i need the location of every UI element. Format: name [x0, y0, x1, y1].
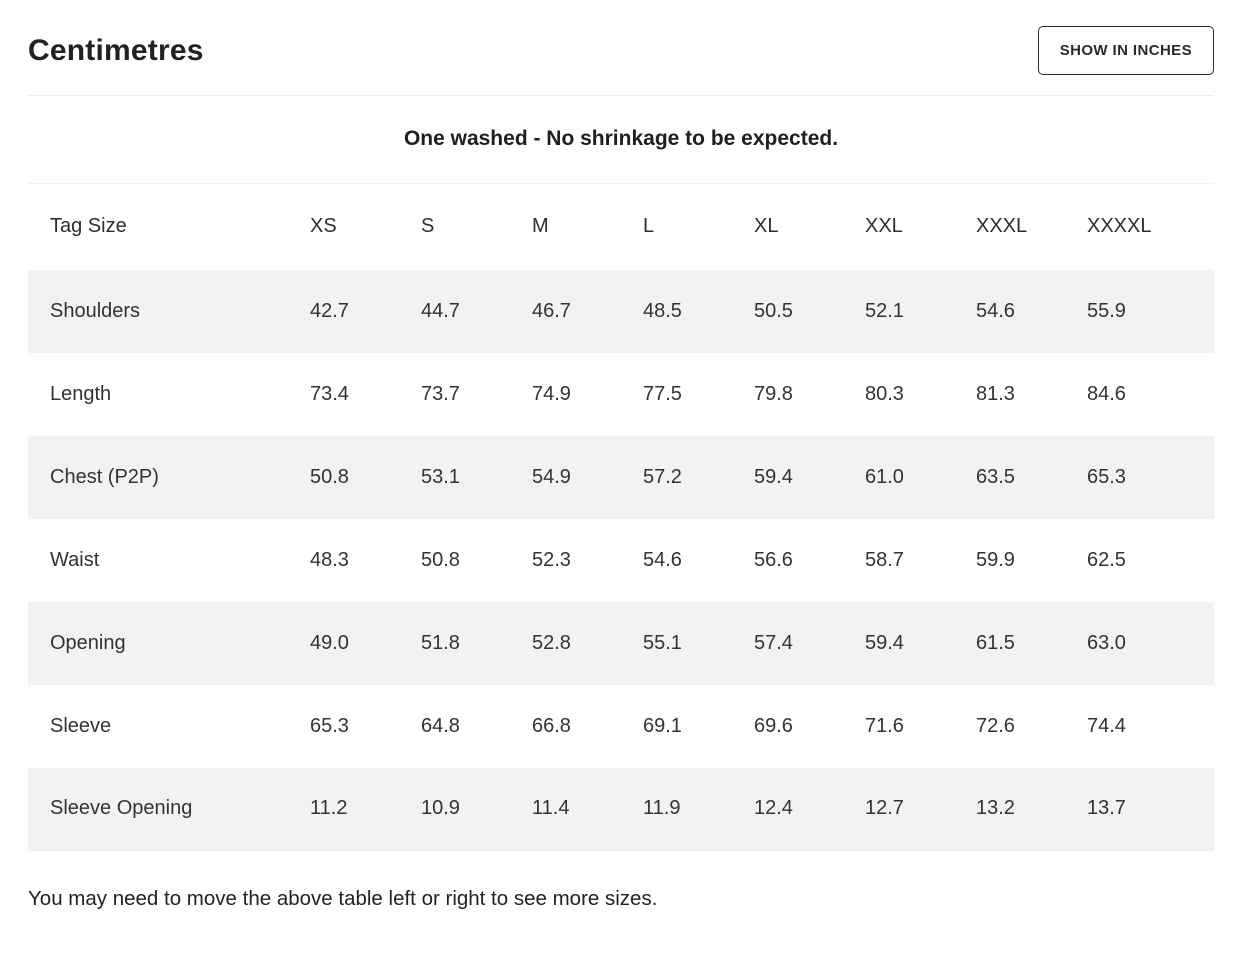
measurement-cell: 53.1 [421, 465, 460, 488]
table-row: Shoulders 42.7 44.7 46.7 48.5 50.5 52.1 54.6 55.… [28, 269, 1214, 353]
table-row: Sleeve 65.3 64.8 66.8 69.1 69.6 71.6 72.6 74.4 [28, 685, 1214, 768]
measurement-cell: 58.7 [865, 548, 904, 571]
measurement-cell: 11.9 [643, 797, 681, 820]
measurement-cell: 65.3 [310, 714, 349, 737]
measurement-cell: 50.8 [310, 465, 349, 488]
row-label: Waist [50, 548, 100, 571]
measurement-cell: 55.9 [1087, 299, 1126, 322]
header-cell-size-xxxxl: XXXXL [1087, 215, 1152, 238]
table-row: Length 73.4 73.7 74.9 77.5 79.8 80.3 81.3 84.6 [28, 353, 1214, 436]
measurement-cell: 64.8 [421, 714, 460, 737]
measurement-cell: 57.4 [754, 631, 793, 654]
measurement-cell: 74.9 [532, 382, 571, 405]
scroll-hint-text: You may need to move the above table lef… [28, 887, 658, 910]
header-cell-size-xs: XS [310, 215, 337, 238]
measurement-cell: 63.5 [976, 465, 1015, 488]
row-label: Shoulders [50, 299, 141, 322]
measurement-cell: 13.2 [976, 797, 1015, 820]
measurement-cell: 77.5 [643, 382, 682, 405]
measurement-cell: 59.4 [865, 631, 904, 654]
row-label: Length [50, 382, 112, 405]
measurement-cell: 57.2 [643, 465, 682, 488]
header-cell-tag-size: Tag Size [50, 215, 127, 238]
table-header-row: Tag Size XS S M L XL XXL XXXL XXXXL [28, 184, 1214, 270]
measurement-cell: 52.8 [532, 631, 571, 654]
measurement-cell: 61.5 [976, 631, 1015, 654]
measurement-cell: 71.6 [865, 714, 904, 737]
measurement-cell: 80.3 [865, 382, 904, 405]
measurement-cell: 72.6 [976, 714, 1015, 737]
measurement-cell: 48.5 [643, 299, 682, 322]
measurement-cell: 50.5 [754, 299, 793, 322]
measurement-cell: 74.4 [1087, 714, 1126, 737]
measurement-cell: 54.9 [532, 465, 571, 488]
measurement-cell: 11.4 [532, 797, 570, 820]
table-row: Chest (P2P) 50.8 53.1 54.9 57.2 59.4 61.0 63.5 6… [28, 435, 1214, 519]
header-cell-size-xl: XL [754, 215, 779, 238]
measurement-cell: 69.6 [754, 714, 793, 737]
table-row: Opening 49.0 51.8 52.8 55.1 57.4 59.4 61.5 63.0 [28, 601, 1214, 685]
measurement-cell: 59.9 [976, 548, 1015, 571]
header-cell-size-m: M [532, 215, 549, 238]
measurement-cell: 56.6 [754, 548, 793, 571]
measurement-cell: 63.0 [1087, 631, 1126, 654]
measurement-cell: 84.6 [1087, 382, 1126, 405]
measurement-cell: 73.4 [310, 382, 349, 405]
measurement-cell: 52.1 [865, 299, 904, 322]
row-label: Sleeve Opening [50, 797, 193, 820]
measurement-cell: 48.3 [310, 548, 349, 571]
table-scroll-container[interactable]: Tag Size XS S M L XL XXL XXXL XXXXL Shoulders 42.… [28, 183, 1214, 851]
table-row: Waist 48.3 50.8 52.3 54.6 56.6 58.7 59.9 62.5 [28, 519, 1214, 602]
measurement-cell: 49.0 [310, 631, 349, 654]
header-cell-size-l: L [643, 215, 655, 238]
measurement-cell: 12.7 [865, 797, 904, 820]
row-label: Opening [50, 631, 126, 654]
measurement-cell: 81.3 [976, 382, 1015, 405]
measurement-cell: 42.7 [310, 299, 349, 322]
measurement-cell: 44.7 [421, 299, 460, 322]
measurement-cell: 69.1 [643, 714, 682, 737]
measurement-cell: 46.7 [532, 299, 571, 322]
measurement-cell: 12.4 [754, 797, 793, 820]
size-guide-panel: Centimetres SHOW IN INCHES One washed - … [28, 0, 1214, 910]
measurement-cell: 52.3 [532, 548, 571, 571]
size-chart-table: Tag Size XS S M L XL XXL XXXL XXXXL Shoulders 42.… [28, 183, 1214, 851]
measurement-cell: 54.6 [976, 299, 1015, 322]
measurement-cell: 62.5 [1087, 548, 1126, 571]
measurement-cell: 11.2 [310, 797, 348, 820]
measurement-cell: 10.9 [421, 797, 460, 820]
measurement-cell: 54.6 [643, 548, 682, 571]
table-body: Shoulders 42.7 44.7 46.7 48.5 50.5 52.1 54.6 55.… [28, 269, 1214, 851]
table-row: Sleeve Opening 11.2 10.9 11.4 11.9 12.4 12.7 13… [28, 767, 1214, 851]
show-in-inches-button[interactable]: SHOW IN INCHES [1037, 26, 1214, 75]
measurement-cell: 59.4 [754, 465, 793, 488]
header-cell-size-xxxl: XXXL [976, 215, 1028, 238]
page-title: Centimetres [28, 33, 204, 67]
header-cell-size-xxl: XXL [865, 215, 903, 238]
row-label: Sleeve [50, 714, 112, 737]
measurement-cell: 73.7 [421, 382, 460, 405]
measurement-cell: 61.0 [865, 465, 904, 488]
header-cell-size-s: S [421, 215, 435, 238]
size-guide-header: Centimetres SHOW IN INCHES [28, 0, 1214, 96]
measurement-cell: 51.8 [421, 631, 460, 654]
measurement-cell: 66.8 [532, 714, 571, 737]
row-label: Chest (P2P) [50, 465, 159, 488]
measurement-cell: 65.3 [1087, 465, 1126, 488]
measurement-cell: 50.8 [421, 548, 460, 571]
measurement-cell: 55.1 [643, 631, 682, 654]
measurement-cell: 79.8 [754, 382, 793, 405]
wash-note: One washed - No shrinkage to be expected… [403, 127, 839, 150]
measurement-cell: 13.7 [1087, 797, 1126, 820]
